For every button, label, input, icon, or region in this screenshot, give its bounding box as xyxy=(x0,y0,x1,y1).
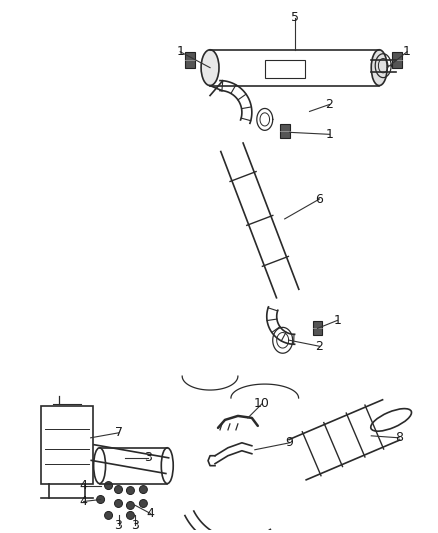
Circle shape xyxy=(127,487,134,495)
Text: 1: 1 xyxy=(176,45,184,58)
Text: 4: 4 xyxy=(146,507,154,520)
Bar xyxy=(265,60,304,78)
Text: 3: 3 xyxy=(131,519,139,532)
Circle shape xyxy=(97,496,105,504)
Text: 4: 4 xyxy=(80,479,88,492)
Circle shape xyxy=(114,486,123,494)
Text: 5: 5 xyxy=(291,11,299,25)
Text: 7: 7 xyxy=(114,426,123,439)
Ellipse shape xyxy=(201,50,219,86)
Bar xyxy=(185,52,195,68)
Text: 1: 1 xyxy=(333,314,341,327)
Circle shape xyxy=(127,512,134,519)
Text: 1: 1 xyxy=(325,128,333,141)
Text: 6: 6 xyxy=(315,192,323,206)
Text: 3: 3 xyxy=(145,451,152,464)
Circle shape xyxy=(139,499,147,507)
Text: 10: 10 xyxy=(254,398,270,410)
Text: 3: 3 xyxy=(115,519,123,532)
Circle shape xyxy=(105,482,113,489)
Circle shape xyxy=(105,512,113,519)
Bar xyxy=(313,321,322,335)
Circle shape xyxy=(139,486,147,494)
Circle shape xyxy=(114,499,123,507)
Ellipse shape xyxy=(371,50,387,86)
Text: 2: 2 xyxy=(325,98,333,111)
Text: 2: 2 xyxy=(315,340,323,353)
Bar xyxy=(280,124,290,138)
Circle shape xyxy=(127,502,134,510)
Text: 9: 9 xyxy=(286,437,293,449)
Text: 4: 4 xyxy=(80,495,88,508)
Bar xyxy=(41,406,92,483)
Text: 8: 8 xyxy=(395,431,403,445)
Bar xyxy=(392,52,402,68)
Text: 1: 1 xyxy=(403,45,411,58)
